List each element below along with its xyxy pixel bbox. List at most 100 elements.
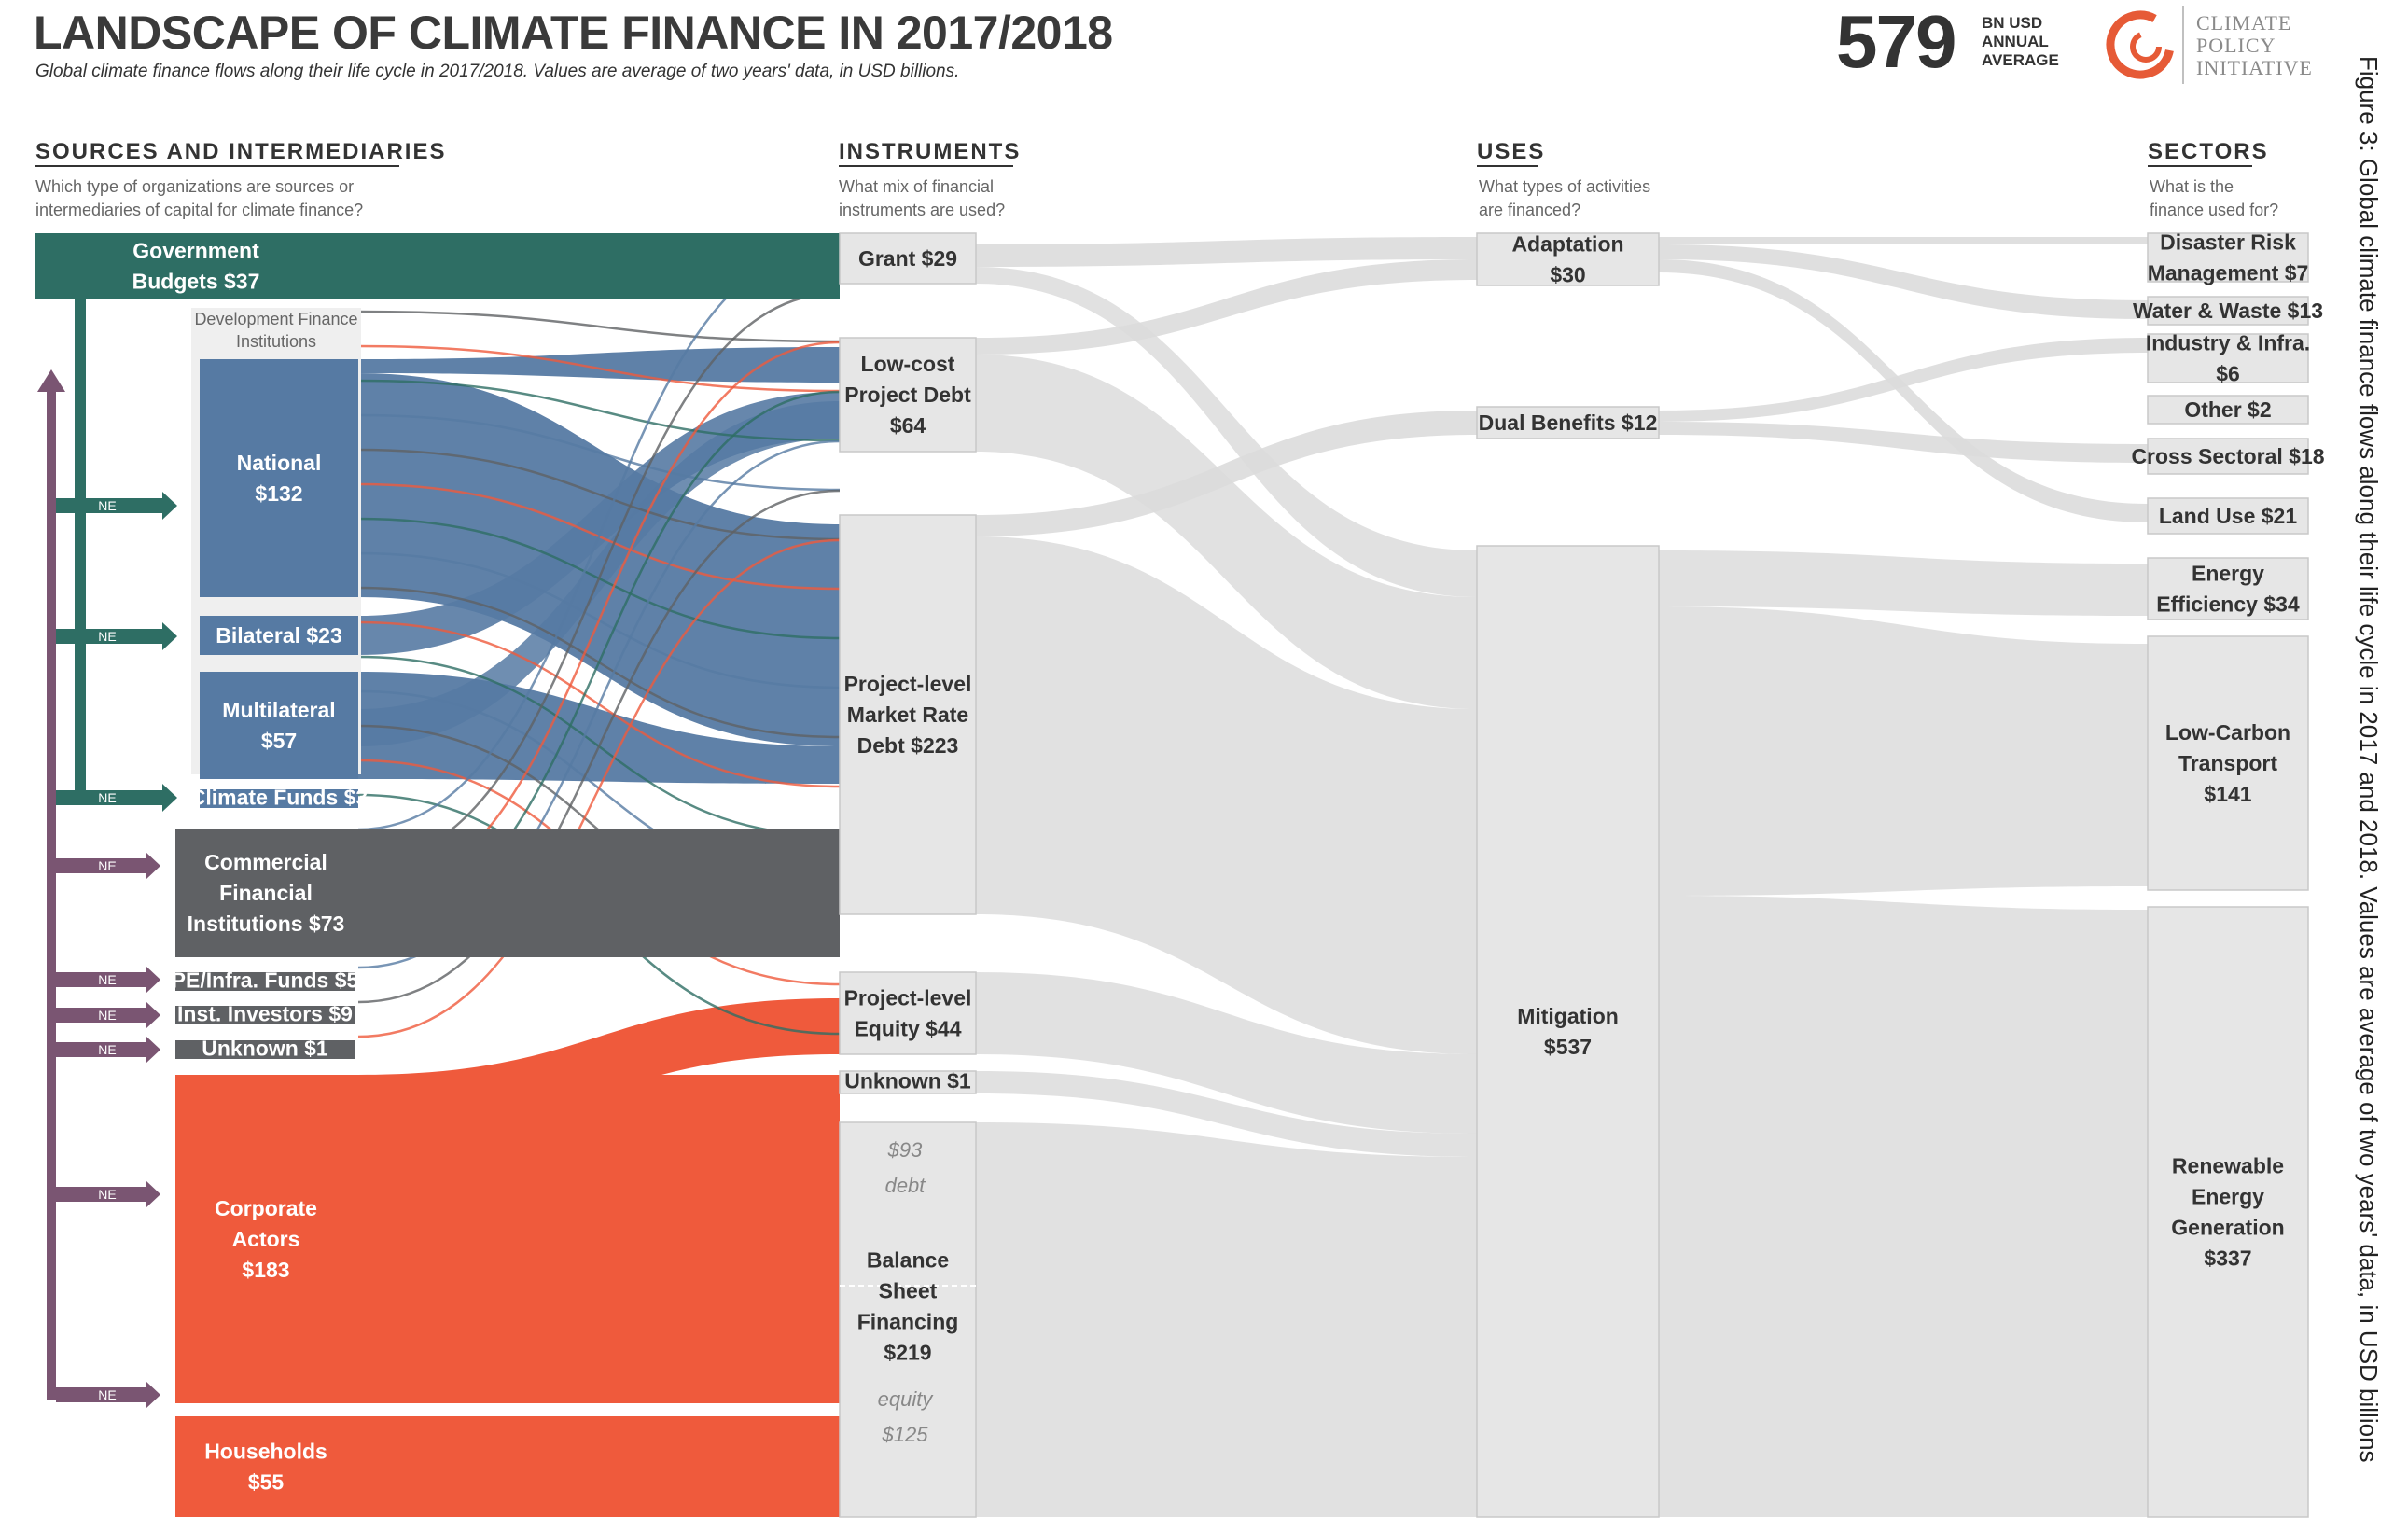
page-subtitle: Global climate finance flows along their… — [35, 62, 959, 81]
node-transport — [2147, 635, 2309, 891]
ne-arrowhead-icon — [146, 1180, 160, 1208]
flow-dual-cross — [1659, 422, 2148, 463]
flow-lowcost-adaptation — [976, 259, 1477, 355]
node-climate-funds — [200, 789, 358, 808]
node-households — [175, 1416, 840, 1517]
node-label: $219 — [884, 1341, 931, 1365]
node-layer — [35, 232, 2309, 1518]
node-renewable — [2147, 906, 2309, 1518]
node-label: Mitigation — [1517, 1004, 1619, 1028]
node-national — [200, 359, 358, 597]
dfi-group-label: Institutions — [236, 332, 316, 351]
node-lowcost — [839, 337, 977, 453]
balance-split-label: debt — [885, 1174, 926, 1197]
node-water — [2147, 296, 2309, 326]
sources-question-2: intermediaries of capital for climate fi… — [35, 201, 363, 219]
node-label: Energy — [2192, 1185, 2264, 1209]
node-bilateral — [200, 616, 358, 655]
ne-up-arrow-icon — [37, 369, 65, 392]
uses-question-1: What types of activities — [1479, 177, 1650, 196]
node-label: Renewable — [2172, 1154, 2284, 1178]
node-label: Corporate — [215, 1196, 317, 1220]
flow-grant-mitigation — [976, 267, 1477, 597]
ne-arrowhead-icon — [146, 1036, 160, 1064]
ne-trunk — [47, 392, 56, 1400]
node-label: Generation — [2171, 1216, 2284, 1240]
page-title: LANDSCAPE OF CLIMATE FINANCE IN 2017/201… — [34, 7, 1113, 59]
node-balance — [839, 1121, 977, 1518]
header: LANDSCAPE OF CLIMATE FINANCE IN 2017/201… — [34, 0, 2312, 84]
flow-adaptation-drm — [1659, 237, 2148, 244]
ne-label: NE — [98, 1387, 116, 1402]
node-gov — [35, 233, 840, 299]
node-label: Unknown $1 — [844, 1069, 971, 1093]
node-mitigation — [1476, 545, 1660, 1518]
flow-mitigation-ee — [1659, 550, 2148, 616]
node-label: Low-cost — [861, 352, 955, 376]
node-label: Dual Benefits $12 — [1479, 411, 1658, 435]
node-adaptation — [1476, 232, 1660, 286]
sectors-question-2: finance used for? — [2150, 201, 2278, 219]
flow-marketdebt-dual — [976, 411, 1477, 536]
ne-arrowhead-icon — [146, 852, 160, 880]
node-label: Commercial — [204, 850, 327, 874]
flow-thin-line — [357, 538, 841, 1038]
ne-label: NE — [98, 790, 116, 805]
node-label: Unknown $1 — [202, 1037, 328, 1061]
balance-split-label: equity — [878, 1387, 935, 1411]
logo-text-line-2: POLICY — [2196, 34, 2276, 57]
node-label: Disaster Risk — [2160, 230, 2296, 255]
total-unit-line-3: AVERAGE — [1982, 51, 2059, 69]
ne-arrowhead-icon — [162, 492, 177, 520]
node-label: Financing — [857, 1310, 959, 1334]
node-drm — [2147, 232, 2309, 283]
node-label: Bilateral $23 — [216, 623, 342, 648]
ne-label: NE — [98, 1187, 116, 1202]
sectors-question-1: What is the — [2150, 177, 2234, 196]
node-grant — [839, 232, 977, 285]
sources-column-title: SOURCES AND INTERMEDIARIES — [35, 139, 446, 164]
ne-arrowhead-icon — [146, 1381, 160, 1409]
flow-thin-line — [357, 413, 841, 492]
node-label: Sheet — [879, 1279, 938, 1303]
node-label: $183 — [242, 1258, 289, 1282]
ne-label: NE — [98, 858, 116, 873]
node-label: Land Use $21 — [2159, 504, 2297, 528]
node-label: Budgets $37 — [132, 270, 260, 294]
node-label: Industry & Infra. — [2146, 331, 2310, 355]
flow-multilateral-lowcost — [358, 401, 840, 746]
ne-arrow — [56, 972, 146, 987]
node-ee — [2147, 557, 2309, 620]
node-cross — [2147, 438, 2309, 475]
node-label: Inst. Investors $9 — [177, 1002, 353, 1026]
label-layer: Development Finance Institutions NE NE NE NE N… — [98, 230, 2324, 1495]
flow-balance-mitigation — [976, 1122, 1477, 1517]
flow-mitigation-transport — [1659, 606, 2148, 896]
flow-national-lowcost — [358, 347, 840, 383]
node-commercial — [175, 829, 840, 957]
flow-thin-line — [357, 310, 841, 343]
node-label: $57 — [261, 729, 297, 753]
node-label: Financial — [219, 881, 313, 905]
ne-label: NE — [98, 629, 116, 644]
node-multilateral — [200, 672, 358, 779]
node-label: Grant $29 — [858, 246, 957, 271]
ne-label: NE — [98, 1008, 116, 1023]
node-label: $537 — [1544, 1035, 1592, 1059]
node-label: $55 — [248, 1470, 285, 1495]
node-label: Other $2 — [2184, 397, 2271, 422]
node-landuse — [2147, 497, 2309, 535]
node-label: Government — [132, 239, 259, 263]
node-label: Actors — [232, 1227, 300, 1251]
sources-question-1: Which type of organizations are sources … — [35, 177, 354, 196]
flow-adaptation-water — [1659, 244, 2148, 319]
flow-dual-industry — [1659, 338, 2148, 422]
uses-question-2: are financed? — [1479, 201, 1580, 219]
node-other — [2147, 395, 2309, 425]
node-label: Adaptation — [1511, 232, 1623, 257]
node-label: Project Debt — [844, 383, 971, 407]
ne-arrow — [56, 1187, 146, 1202]
ne-label: NE — [98, 972, 116, 987]
